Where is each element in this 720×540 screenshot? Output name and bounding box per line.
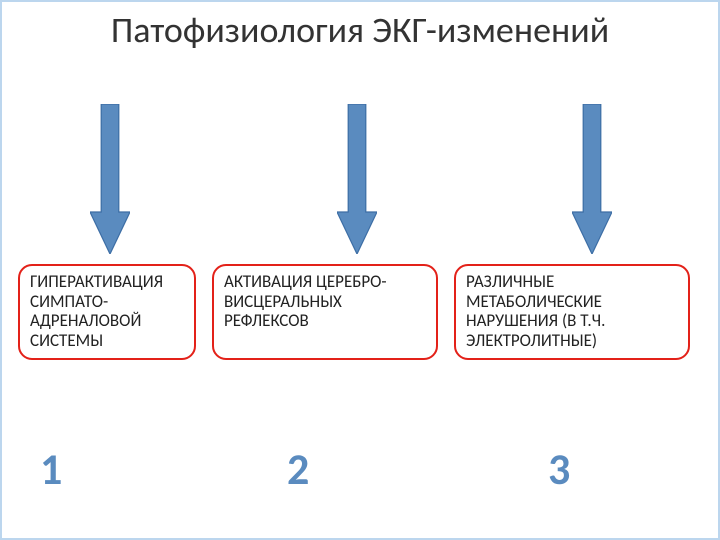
- info-box-1: ГИПЕРАКТИВАЦИЯ СИМПАТО-АДРЕНАЛОВОЙ СИСТЕ…: [18, 264, 196, 360]
- arrow-down-3: [572, 104, 612, 254]
- info-box-3: РАЗЛИЧНЫЕ МЕТАБОЛИЧЕСКИЕ НАРУШЕНИЯ (В Т.…: [454, 264, 690, 360]
- slide-frame: { "title": "Патофизиология ЭКГ-изменений…: [0, 0, 720, 540]
- number-label-3: 3: [548, 442, 570, 496]
- arrow-down-1: [90, 104, 130, 254]
- arrow-down-2: [337, 104, 377, 254]
- number-label-2: 2: [287, 442, 309, 496]
- number-label-1: 1: [40, 442, 62, 496]
- info-box-2: АКТИВАЦИЯ ЦЕРЕБРО-ВИСЦЕРАЛЬНЫХ РЕФЛЕКСОВ: [212, 264, 438, 360]
- slide-title: Патофизиология ЭКГ-изменений: [2, 10, 718, 51]
